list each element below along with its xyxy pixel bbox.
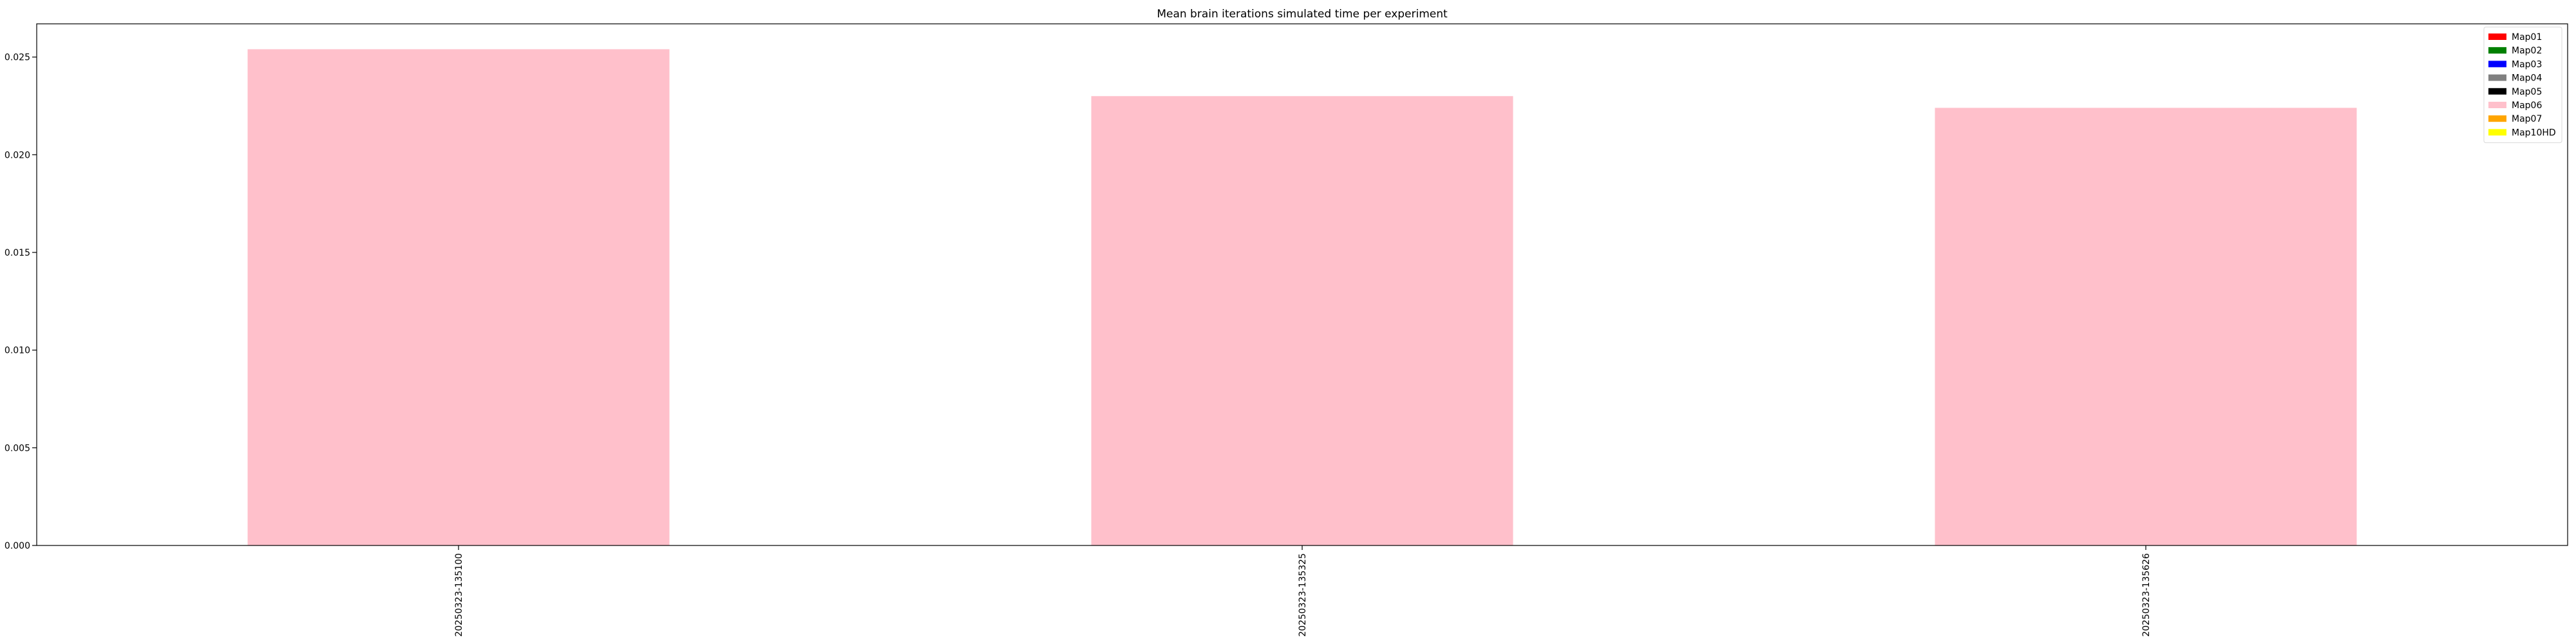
bar-map06-2: [1935, 108, 2357, 545]
y-tick-label: 0.010: [5, 346, 30, 356]
legend-label-map02: Map02: [2512, 46, 2542, 56]
legend-swatch-map01: [2488, 33, 2506, 40]
y-tick-label: 0.025: [5, 53, 30, 63]
legend-swatch-map10hd: [2488, 129, 2506, 136]
legend-label-map06: Map06: [2512, 100, 2542, 111]
x-axis: 20250323-135100 20250323-135325 20250323-1…: [454, 545, 2152, 637]
x-tick-label: 20250323-135325: [1298, 553, 1308, 637]
x-tick-label: 20250323-135100: [454, 553, 464, 637]
legend-swatch-map07: [2488, 115, 2506, 122]
legend-box: [2483, 26, 2562, 144]
bars-layer: [247, 49, 2357, 545]
legend: Map01 Map02 Map03 Map04 Map05 Map06 Map07 Map10…: [2483, 26, 2562, 144]
y-tick-label: 0.005: [5, 443, 30, 453]
y-tick-label: 0.015: [5, 248, 30, 258]
bar-map06-0: [247, 49, 670, 545]
legend-label-map01: Map01: [2512, 32, 2542, 43]
legend-label-map05: Map05: [2512, 87, 2542, 97]
y-tick-label: 0.000: [5, 541, 30, 551]
legend-swatch-map05: [2488, 88, 2506, 95]
legend-label-map04: Map04: [2512, 73, 2542, 84]
legend-swatch-map02: [2488, 47, 2506, 54]
bar-map06-1: [1091, 96, 1513, 545]
legend-swatch-map06: [2488, 102, 2506, 108]
y-tick-label: 0.020: [5, 150, 30, 160]
x-tick-label: 20250323-135626: [2141, 553, 2152, 637]
legend-label-map07: Map07: [2512, 114, 2542, 124]
chart-title: Mean brain iterations simulated time per…: [1157, 8, 1448, 21]
legend-label-map10hd: Map10HD: [2512, 128, 2556, 138]
legend-swatch-map04: [2488, 74, 2506, 81]
legend-swatch-map03: [2488, 61, 2506, 68]
y-axis: 0.000 0.005 0.010 0.015 0.020 0.025: [5, 53, 37, 551]
legend-label-map03: Map03: [2512, 59, 2542, 70]
